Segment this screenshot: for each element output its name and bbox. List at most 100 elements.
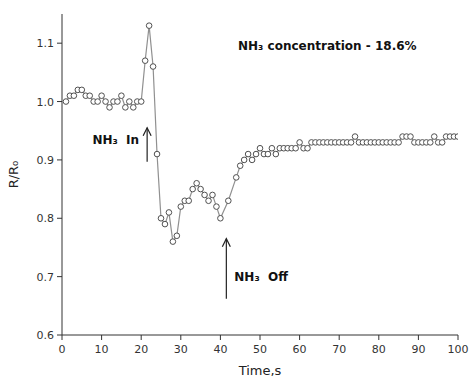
data-point [174, 233, 180, 239]
data-point [455, 134, 458, 140]
x-tick [101, 335, 102, 340]
y-tick [57, 335, 62, 336]
x-tick-label: 60 [293, 343, 307, 356]
data-point [305, 145, 311, 151]
x-tick [220, 335, 221, 340]
x-tick [378, 335, 379, 340]
data-point [241, 157, 247, 163]
y-axis-line [62, 14, 63, 335]
chart: 0 10 20 30 40 50 60 70 80 90 100 0.6 0.7 0.8 0.9 1.0 1.1… [0, 0, 474, 387]
data-point [63, 99, 69, 105]
x-tick-label: 10 [95, 343, 109, 356]
data-point [206, 198, 212, 204]
data-point [79, 87, 85, 93]
data-point [265, 151, 271, 157]
y-tick-label: 0.6 [37, 329, 55, 342]
x-tick [141, 335, 142, 340]
data-point [158, 215, 164, 221]
data-point [297, 140, 303, 146]
data-point [210, 192, 216, 198]
data-point [198, 186, 204, 192]
x-tick [458, 335, 459, 340]
x-tick [260, 335, 261, 340]
data-point [237, 163, 243, 169]
data-point [194, 180, 200, 186]
annotation-text: NH₃ In [92, 133, 139, 147]
annotation-arrow [226, 239, 227, 299]
data-point [408, 134, 414, 140]
data-point [162, 221, 168, 227]
y-tick-label: 1.0 [37, 96, 55, 109]
data-point [154, 151, 160, 157]
x-tick-label: 70 [332, 343, 346, 356]
data-point [202, 192, 208, 198]
x-tick [339, 335, 340, 340]
data-point [178, 204, 184, 210]
x-tick-label: 50 [253, 343, 267, 356]
data-point [130, 105, 136, 111]
data-point [87, 93, 93, 99]
data-point [352, 134, 358, 140]
y-axis-label: R/R₀ [6, 161, 21, 189]
data-point [127, 99, 133, 105]
data-point [226, 198, 232, 204]
x-tick [62, 335, 63, 340]
y-tick [57, 218, 62, 219]
data-point [439, 140, 445, 146]
data-point [95, 99, 101, 105]
y-tick [57, 43, 62, 44]
x-tick-label: 20 [134, 343, 148, 356]
x-tick-label: 90 [411, 343, 425, 356]
data-point [273, 151, 279, 157]
x-tick-label: 80 [372, 343, 386, 356]
data-point [119, 93, 125, 99]
y-tick-label: 0.8 [37, 212, 55, 225]
x-tick [418, 335, 419, 340]
y-tick-label: 0.9 [37, 154, 55, 167]
data-point [218, 215, 224, 221]
data-point [245, 151, 251, 157]
data-point [190, 186, 196, 192]
data-point [123, 105, 129, 111]
data-point [99, 93, 105, 99]
data-point [115, 99, 121, 105]
annotation-arrow [147, 128, 148, 162]
data-point [71, 93, 77, 99]
data-point [142, 58, 148, 64]
data-point [427, 140, 433, 146]
x-tick-label: 30 [174, 343, 188, 356]
data-point [348, 140, 354, 146]
data-point [253, 151, 259, 157]
data-point [138, 99, 144, 105]
data-point [396, 140, 402, 146]
data-point [103, 99, 109, 105]
data-point [166, 210, 172, 216]
data-point [150, 64, 156, 70]
data-point [233, 175, 239, 181]
chart-title: NH₃ concentration - 18.6% [238, 39, 417, 53]
data-point [186, 198, 192, 204]
annotation-text: NH₃ Off [234, 270, 288, 284]
x-tick [180, 335, 181, 340]
data-point [107, 105, 113, 111]
x-axis-label: Time,s [238, 363, 282, 378]
data-point [431, 134, 437, 140]
data-point [249, 157, 255, 163]
y-tick [57, 101, 62, 102]
y-tick [57, 276, 62, 277]
y-tick-label: 0.7 [37, 271, 55, 284]
y-tick [57, 159, 62, 160]
data-point [257, 145, 263, 151]
data-point [214, 204, 220, 210]
data-point [146, 23, 152, 29]
x-tick-label: 100 [448, 343, 469, 356]
data-line [66, 26, 458, 242]
x-tick-label: 0 [59, 343, 66, 356]
x-tick [299, 335, 300, 340]
data-point [170, 239, 176, 245]
x-tick-label: 40 [213, 343, 227, 356]
data-point [293, 145, 299, 151]
data-point [269, 145, 275, 151]
plot-area [63, 23, 458, 245]
y-tick-label: 1.1 [37, 37, 55, 50]
